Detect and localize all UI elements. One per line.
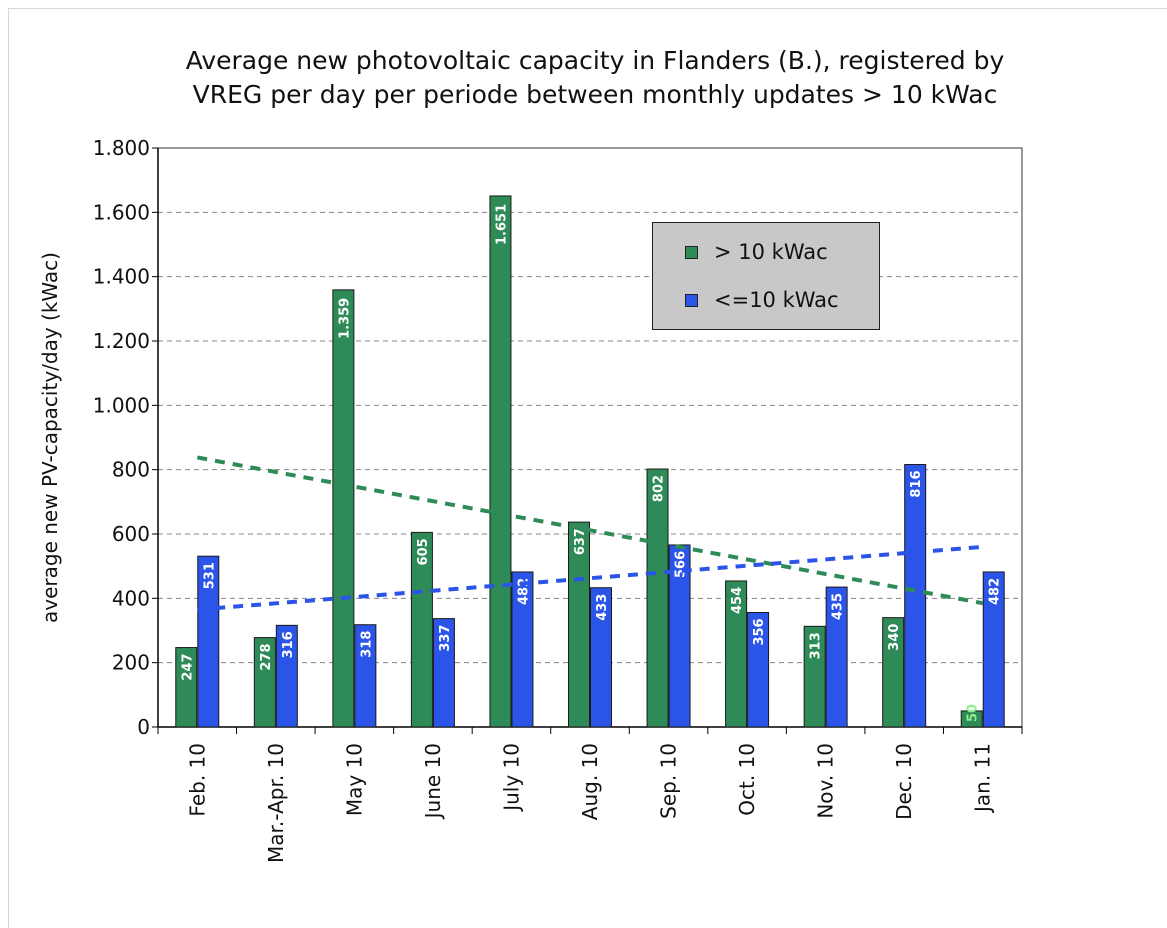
data-label: 1.651	[494, 204, 509, 245]
x-tick-label: Nov. 10	[814, 743, 838, 819]
bar-blue-4	[511, 571, 534, 728]
y-tick-label: 600	[112, 522, 150, 546]
bar-blue-3	[432, 618, 455, 728]
data-label: 316	[281, 631, 296, 658]
data-label: 278	[259, 644, 274, 671]
bar-blue-9	[904, 464, 927, 728]
data-label: 433	[595, 594, 610, 621]
chart-title-line-2: VREG per day per periode between monthly…	[192, 80, 998, 109]
data-label: 318	[359, 631, 374, 658]
data-label: 816	[909, 470, 924, 497]
y-tick-label: 1.400	[93, 265, 150, 289]
x-tick-label: Dec. 10	[892, 743, 916, 820]
chart-legend: > 10 kWac <=10 kWac	[652, 222, 880, 330]
bar-green-5	[568, 521, 590, 728]
y-tick-label: 800	[112, 458, 150, 482]
legend-label-blue: <=10 kWac	[714, 288, 839, 312]
x-tick-label: July 10	[499, 743, 523, 813]
y-tick-label: 1.600	[93, 200, 150, 224]
data-label: 337	[438, 625, 453, 652]
bar-blue-8	[825, 586, 848, 728]
x-tick-label: Feb. 10	[185, 743, 209, 817]
x-tick-label: Mar.-Apr. 10	[264, 743, 288, 863]
bar-green-7	[725, 580, 748, 728]
legend-item-green: > 10 kWac	[685, 237, 828, 267]
x-tick-label: Jan. 11	[971, 743, 995, 814]
bar-green-8	[803, 625, 826, 728]
data-label: 313	[809, 632, 824, 659]
y-tick-label: 0	[137, 715, 150, 739]
data-label: 247	[180, 653, 195, 680]
data-label: 1.359	[337, 298, 352, 339]
data-label: 637	[573, 528, 588, 555]
bar-green-9	[882, 617, 905, 728]
bar-green-4	[489, 195, 512, 728]
legend-swatch-blue	[685, 293, 698, 307]
bar-blue-2	[354, 624, 377, 728]
data-label: 566	[674, 551, 689, 578]
bar-green-0	[175, 647, 198, 728]
bar-green-3	[410, 531, 433, 728]
data-label: 356	[752, 618, 767, 645]
bar-blue-1	[275, 624, 298, 728]
bar-green-10	[960, 710, 983, 728]
y-tick-label: 1.200	[93, 329, 150, 353]
y-tick-label: 1.800	[93, 136, 150, 160]
chart-title: Average new photovoltaic capacity in Fla…	[150, 44, 1040, 112]
legend-label-green: > 10 kWac	[714, 240, 828, 264]
legend-item-blue: <=10 kWac	[685, 285, 839, 315]
bar-blue-10	[982, 571, 1005, 728]
x-tick-label: May 10	[342, 743, 366, 816]
y-tick-label: 400	[112, 586, 150, 610]
chart-title-line-1: Average new photovoltaic capacity in Fla…	[185, 46, 1005, 75]
data-label: 802	[652, 475, 667, 502]
bar-green-1	[253, 637, 276, 728]
bar-blue-5	[590, 587, 612, 728]
chart-frame	[8, 8, 1167, 928]
y-tick-label: 200	[112, 651, 150, 675]
data-label: 531	[202, 562, 217, 589]
bar-green-2	[332, 289, 355, 728]
x-tick-label: June 10	[421, 743, 445, 820]
data-label: 340	[887, 624, 902, 651]
x-tick-label: Sep. 10	[657, 743, 681, 819]
trendline-green	[196, 455, 984, 606]
data-label: 50	[966, 704, 981, 722]
y-tick-label: 1.000	[93, 393, 150, 417]
x-tick-label: Aug. 10	[578, 743, 602, 820]
bar-blue-7	[747, 611, 770, 728]
data-label: 482	[988, 578, 1003, 605]
legend-swatch-green	[685, 245, 698, 259]
bar-blue-0	[197, 555, 220, 728]
bar-green-6	[646, 468, 669, 728]
trendline-blue	[197, 544, 983, 612]
y-axis-title: average new PV-capacity/day (kWac)	[38, 252, 62, 623]
x-tick-label: Oct. 10	[735, 743, 759, 816]
data-label: 605	[416, 538, 431, 565]
data-label: 454	[730, 587, 745, 614]
data-label: 435	[831, 593, 846, 620]
